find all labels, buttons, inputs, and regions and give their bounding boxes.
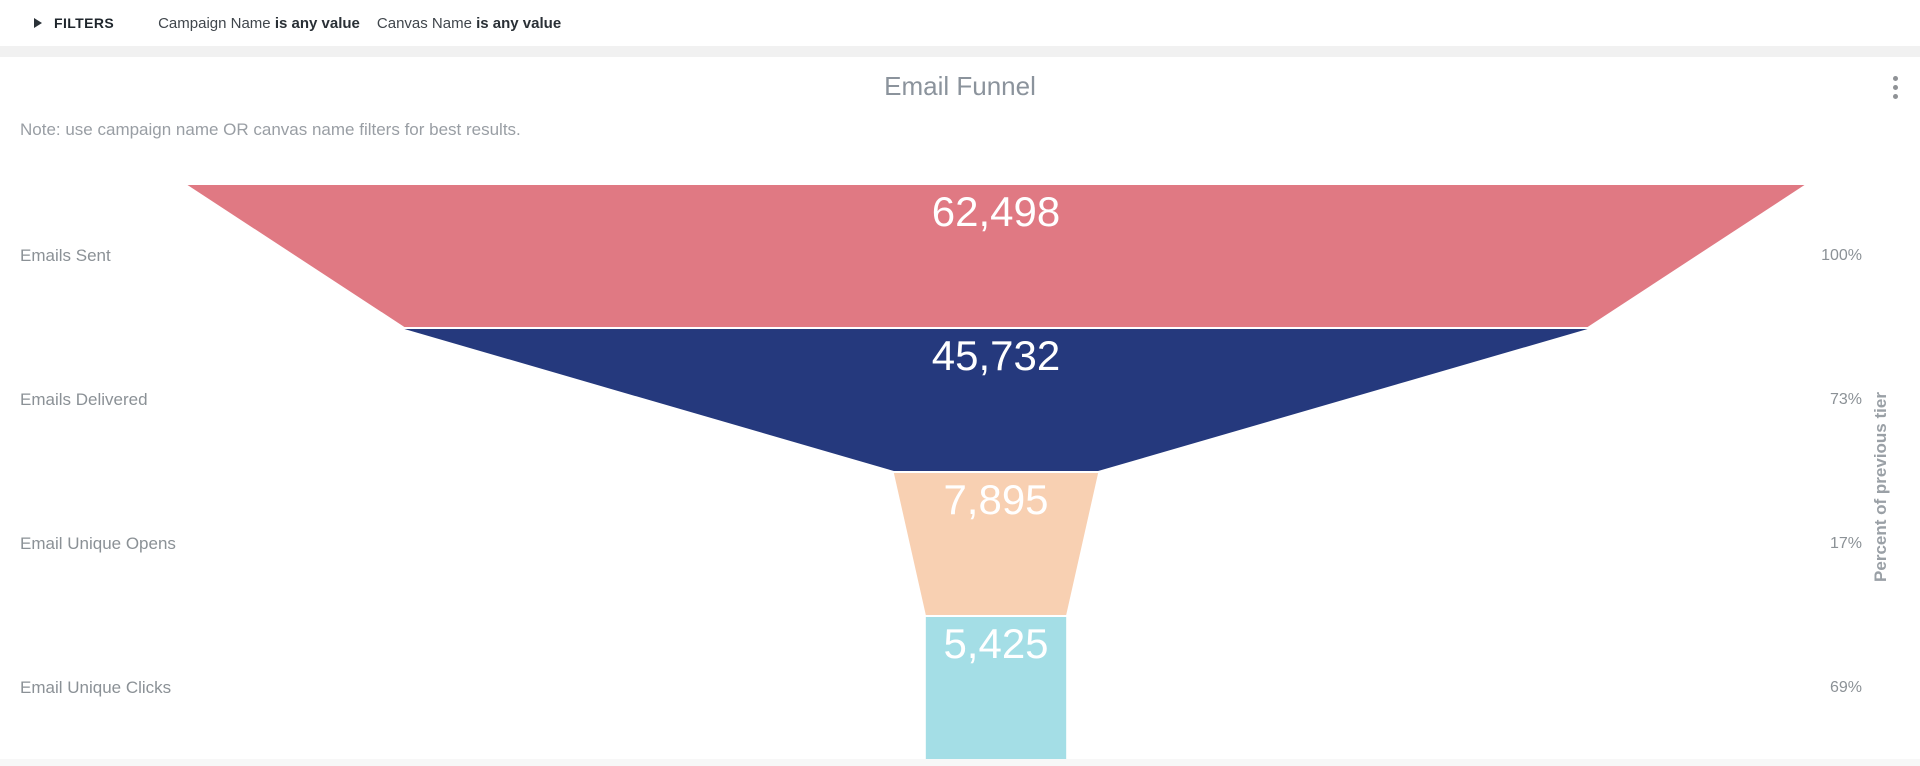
tile-title: Email Funnel	[884, 71, 1036, 101]
filter-field-label: Canvas Name	[376, 14, 472, 32]
tile-menu-kebab-icon[interactable]	[1884, 73, 1906, 101]
funnel-value-label: 45,732	[932, 332, 1060, 379]
filter-condition-label: is any value	[274, 14, 360, 32]
filter-campaign-name[interactable]: Campaign Name is any value	[158, 15, 360, 32]
dashboard-background-gap	[0, 46, 1920, 57]
filters-bar: FILTERS Campaign Name is any value Canva…	[0, 0, 1920, 46]
filter-items: Campaign Name is any value Canvas Name i…	[158, 15, 561, 32]
expand-filters-icon[interactable]	[34, 18, 42, 28]
funnel-segment-0[interactable]	[187, 185, 1805, 327]
funnel-value-label: 7,895	[943, 476, 1048, 523]
tile-bottom-edge	[0, 759, 1920, 766]
filter-field-label: Campaign Name	[158, 14, 271, 32]
funnel-value-label: 62,498	[932, 188, 1060, 235]
filter-canvas-name[interactable]: Canvas Name is any value	[377, 15, 561, 32]
filter-condition-label: is any value	[476, 14, 562, 32]
note-text: Note: use campaign name OR canvas name f…	[20, 120, 521, 139]
filters-label[interactable]: FILTERS	[54, 15, 115, 31]
funnel-segment-3[interactable]	[925, 617, 1067, 759]
funnel-segment-1[interactable]	[404, 329, 1588, 471]
funnel-value-label: 5,425	[943, 620, 1048, 667]
funnel-segment-2[interactable]	[893, 473, 1099, 615]
